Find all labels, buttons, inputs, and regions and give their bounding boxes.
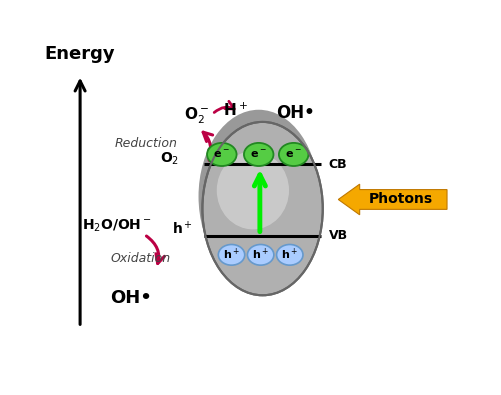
Text: Energy: Energy (45, 45, 115, 62)
FancyArrow shape (338, 184, 447, 215)
Text: OH•: OH• (276, 104, 315, 122)
Ellipse shape (234, 164, 288, 242)
Text: Photons: Photons (368, 192, 432, 207)
Text: h$^+$: h$^+$ (223, 247, 240, 263)
Text: VB: VB (329, 229, 348, 243)
Ellipse shape (208, 124, 311, 272)
Ellipse shape (217, 151, 289, 229)
Text: h$^+$: h$^+$ (281, 247, 298, 263)
Text: h$^+$: h$^+$ (172, 220, 193, 237)
Circle shape (244, 143, 274, 166)
Circle shape (279, 143, 309, 166)
Ellipse shape (198, 110, 319, 283)
Text: e$^-$: e$^-$ (250, 149, 267, 160)
Text: e$^-$: e$^-$ (213, 149, 230, 160)
Text: H$^+$: H$^+$ (223, 102, 248, 119)
Text: h$^+$: h$^+$ (252, 247, 269, 263)
Text: O$_2$: O$_2$ (160, 150, 179, 167)
Text: e$^-$: e$^-$ (285, 149, 302, 160)
Circle shape (218, 245, 244, 265)
Text: e$^-$: e$^-$ (205, 145, 222, 156)
Ellipse shape (246, 184, 277, 227)
Circle shape (247, 245, 274, 265)
Ellipse shape (202, 122, 323, 295)
Circle shape (277, 245, 303, 265)
Text: Oxidation: Oxidation (110, 252, 170, 265)
Text: H$_2$O/OH$^-$: H$_2$O/OH$^-$ (82, 217, 152, 233)
Circle shape (207, 143, 236, 166)
Text: OH•: OH• (110, 289, 151, 307)
Text: Reduction: Reduction (115, 137, 177, 150)
Ellipse shape (221, 144, 299, 257)
Text: O$_2^-$: O$_2^-$ (184, 105, 209, 126)
Text: CB: CB (329, 158, 347, 171)
